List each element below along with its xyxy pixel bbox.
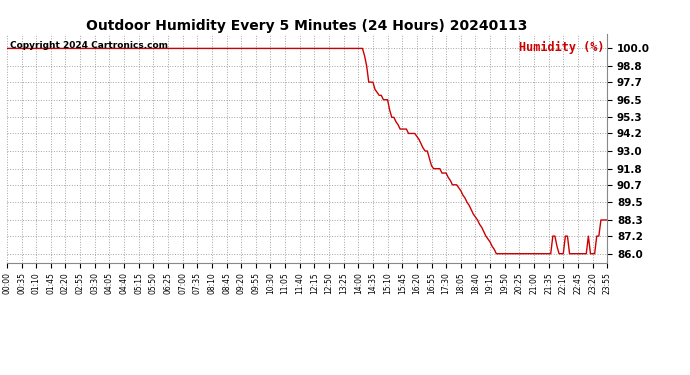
Text: Copyright 2024 Cartronics.com: Copyright 2024 Cartronics.com xyxy=(10,40,168,50)
Text: Humidity (%): Humidity (%) xyxy=(519,40,604,54)
Title: Outdoor Humidity Every 5 Minutes (24 Hours) 20240113: Outdoor Humidity Every 5 Minutes (24 Hou… xyxy=(86,19,528,33)
